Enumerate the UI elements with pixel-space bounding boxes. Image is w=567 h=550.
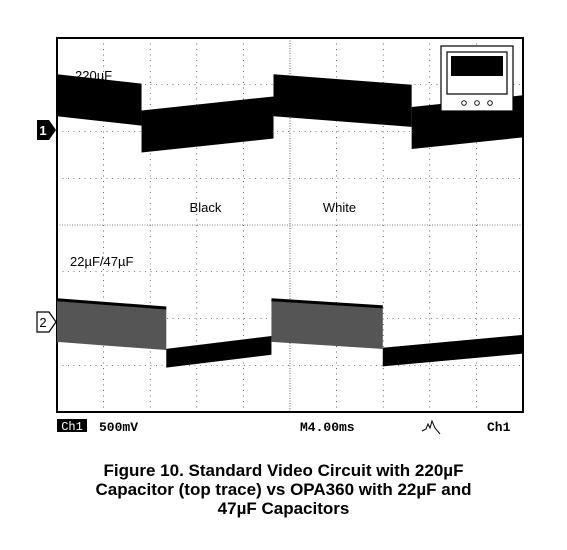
trace-2-envelope xyxy=(56,298,167,310)
trace-1-segment xyxy=(273,74,412,127)
oscilloscope-screen: 1 2 220µF 22µF/47µF Black White Ch1 500m… xyxy=(36,37,524,435)
caption-line-1: Figure 10. Standard Video Circuit with 2… xyxy=(103,461,464,480)
trace-2-segment xyxy=(166,336,272,368)
channel-1-marker: 1 xyxy=(37,120,56,140)
trace-1-segment xyxy=(57,74,142,126)
channel-2-marker: 2 xyxy=(36,311,57,333)
trace-1-segment xyxy=(141,96,274,153)
trigger-source: Ch1 xyxy=(487,420,511,435)
trace-2 xyxy=(56,298,523,368)
channel-indicator-box xyxy=(57,419,87,432)
channel-1-marker-label: 1 xyxy=(39,123,46,138)
time-per-div: M4.00ms xyxy=(300,420,355,435)
trace-2-envelope xyxy=(271,298,383,309)
annotation-white: White xyxy=(323,200,356,215)
trace-2-label: 22µF/47µF xyxy=(70,254,133,269)
trigger-edge-icon xyxy=(421,419,441,435)
traces xyxy=(56,74,523,368)
trace-2-segment xyxy=(271,299,383,349)
trace-2-segment xyxy=(57,299,167,351)
caption-line-3: 47µF Capacitors xyxy=(217,499,350,518)
caption-line-2: Capacitor (top trace) vs OPA360 with 22µ… xyxy=(95,480,472,499)
figure-caption: Figure 10. Standard Video Circuit with 2… xyxy=(10,461,557,518)
channel-indicator-label: Ch1 xyxy=(61,420,83,434)
scope-window-icon xyxy=(440,45,514,112)
graticule-grid xyxy=(57,38,523,412)
annotation-black: Black xyxy=(190,200,222,215)
status-bar: Ch1 500mV M4.00ms Ch1 xyxy=(57,419,511,435)
trace-2-segment xyxy=(382,334,523,367)
trace-1-label: 220µF xyxy=(75,68,112,83)
trace-1 xyxy=(57,74,523,153)
volts-per-div: 500mV xyxy=(99,420,138,435)
channel-2-marker-label: 2 xyxy=(39,315,46,330)
